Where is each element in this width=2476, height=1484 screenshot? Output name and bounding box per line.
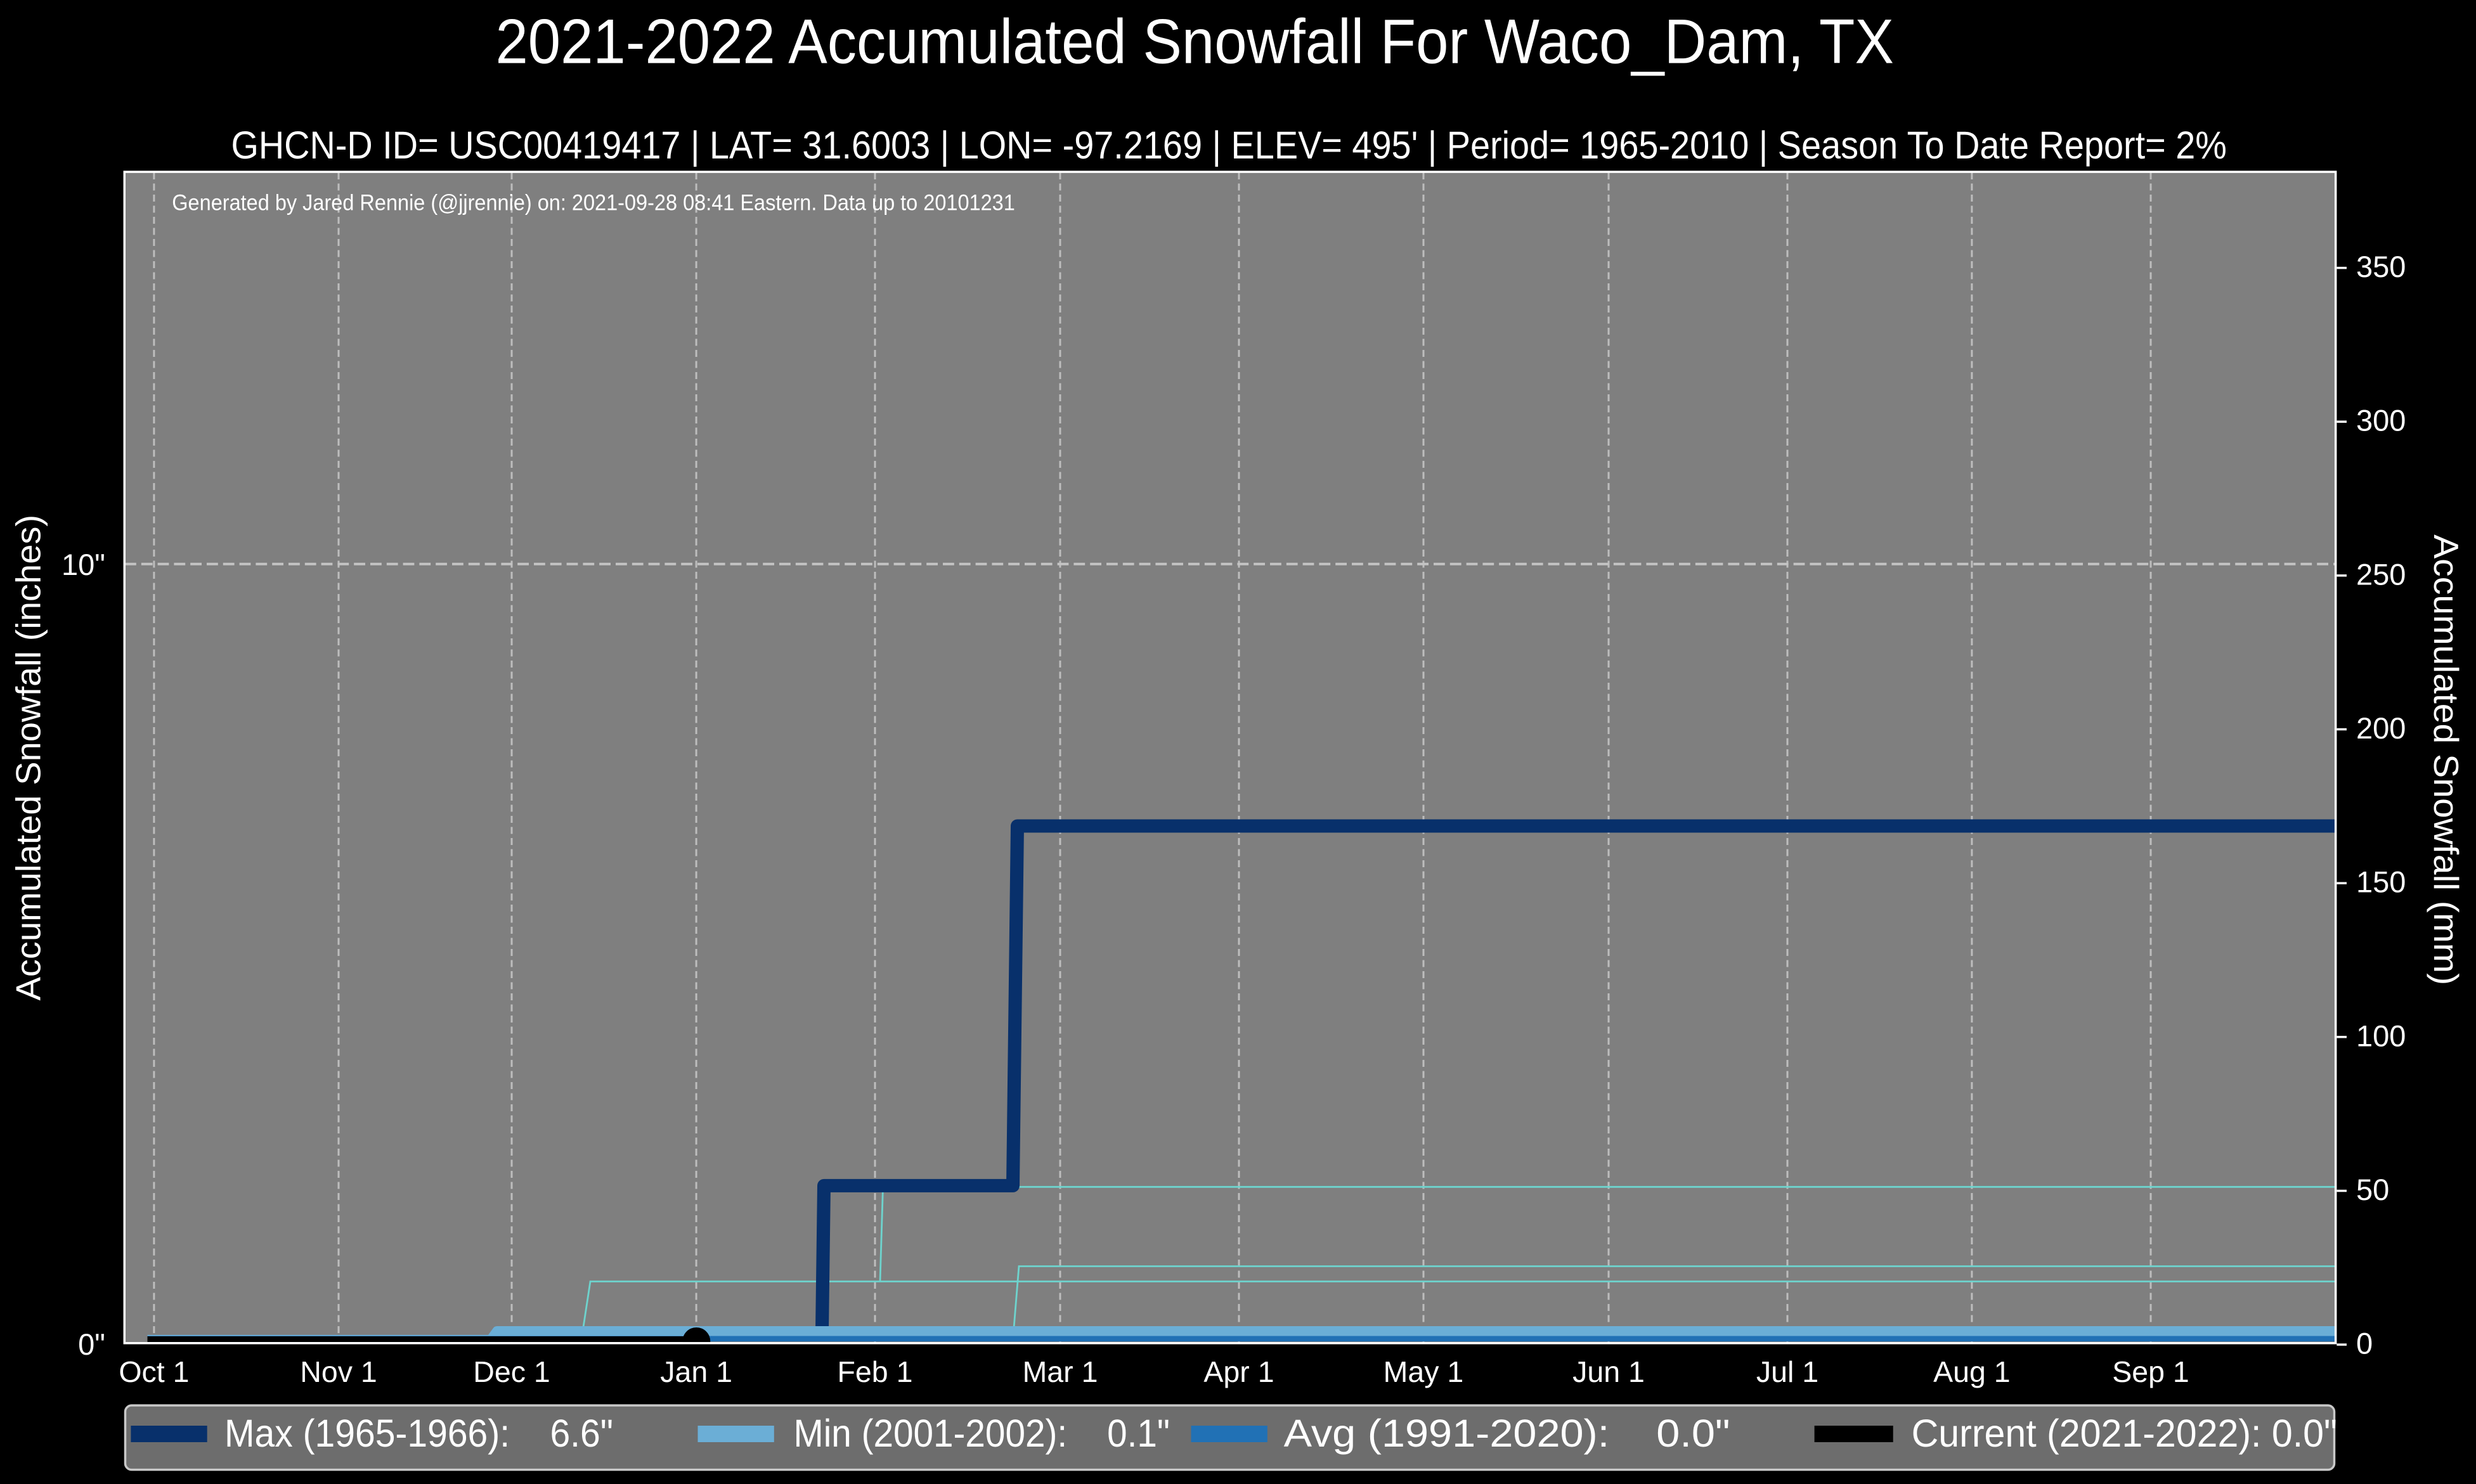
svg-text:May 1: May 1 bbox=[1384, 1355, 1464, 1388]
svg-text:Jul 1: Jul 1 bbox=[1756, 1355, 1818, 1388]
svg-text:GHCN-D ID= USC00419417 | LAT=: GHCN-D ID= USC00419417 | LAT= 31.6003 | … bbox=[231, 124, 2227, 167]
svg-text:50: 50 bbox=[2356, 1173, 2389, 1206]
svg-text:Jun 1: Jun 1 bbox=[1572, 1355, 1645, 1388]
svg-text:350: 350 bbox=[2356, 250, 2406, 283]
svg-text:200: 200 bbox=[2356, 711, 2406, 745]
svg-text:Feb 1: Feb 1 bbox=[838, 1355, 913, 1388]
svg-text:0: 0 bbox=[2356, 1327, 2373, 1360]
svg-text:100: 100 bbox=[2356, 1019, 2406, 1052]
svg-text:Accumulated Snowfall (inches): Accumulated Snowfall (inches) bbox=[9, 515, 48, 1001]
svg-text:2021-2022 Accumulated Snowfall: 2021-2022 Accumulated Snowfall For Waco_… bbox=[495, 7, 1894, 77]
svg-text:Accumulated Snowfall (mm): Accumulated Snowfall (mm) bbox=[2427, 534, 2466, 985]
svg-text:0": 0" bbox=[78, 1327, 105, 1361]
svg-text:250: 250 bbox=[2356, 557, 2406, 591]
svg-text:Mar 1: Mar 1 bbox=[1023, 1355, 1098, 1388]
svg-text:Generated by Jared Rennie (@jj: Generated by Jared Rennie (@jjrennie) on… bbox=[172, 190, 1015, 216]
svg-text:Aug 1: Aug 1 bbox=[1933, 1355, 2011, 1388]
svg-text:150: 150 bbox=[2356, 865, 2406, 899]
svg-text:Oct 1: Oct 1 bbox=[119, 1355, 189, 1388]
svg-text:Current (2021-2022): 0.0": Current (2021-2022): 0.0" bbox=[1912, 1412, 2337, 1455]
svg-text:300: 300 bbox=[2356, 404, 2406, 437]
svg-text:Sep 1: Sep 1 bbox=[2112, 1355, 2189, 1388]
svg-text:Apr 1: Apr 1 bbox=[1203, 1355, 1274, 1388]
svg-text:Max (1965-1966): 6.6": Max (1965-1966): 6.6" bbox=[224, 1412, 613, 1455]
svg-text:Dec 1: Dec 1 bbox=[473, 1355, 550, 1388]
svg-text:Min (2001-2002): 0.1": Min (2001-2002): 0.1" bbox=[794, 1412, 1170, 1455]
svg-text:Avg (1991-2020): 0.0": Avg (1991-2020): 0.0" bbox=[1284, 1412, 1730, 1455]
svg-text:10": 10" bbox=[62, 548, 105, 581]
svg-text:Jan 1: Jan 1 bbox=[660, 1355, 732, 1388]
svg-text:Nov 1: Nov 1 bbox=[300, 1355, 377, 1388]
